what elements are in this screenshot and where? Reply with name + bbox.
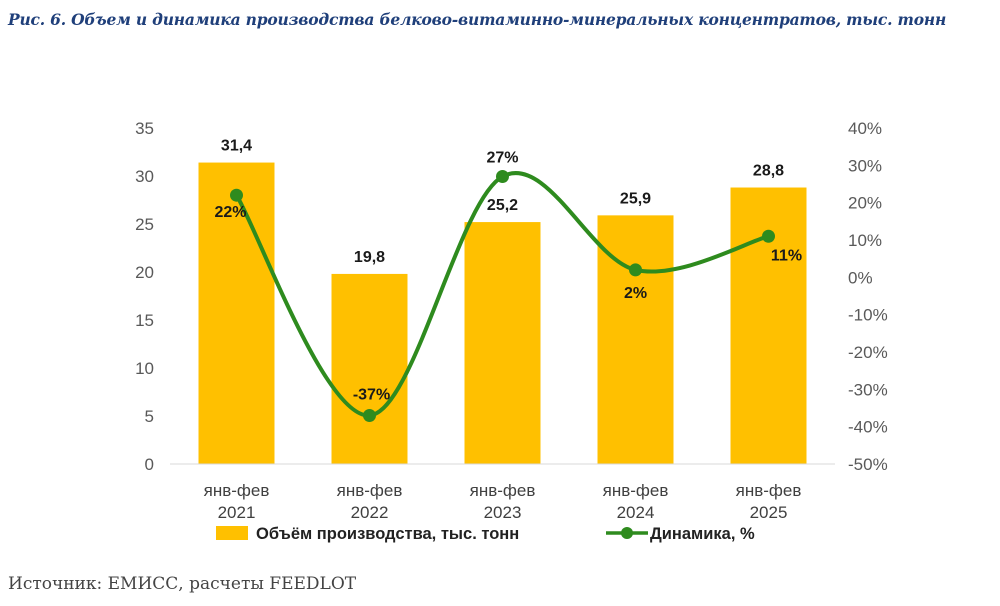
line-marker [496,170,509,184]
left-tick-label: 20 [135,263,154,282]
left-tick-label: 25 [135,215,154,234]
bar-value-label: 28,8 [753,163,784,180]
left-tick-label: 30 [135,167,154,186]
legend-bar-label: Объём производства, тыс. тонн [256,525,519,543]
line-marker [629,263,642,277]
left-tick-label: 35 [135,119,154,138]
right-tick-label: 10% [848,231,882,250]
line-marker [230,188,243,202]
category-label-line1: янв-фев [337,481,403,500]
left-tick-label: 5 [145,407,154,426]
category-label-line1: янв-фев [736,481,802,500]
line-marker [363,408,376,422]
left-tick-label: 0 [145,455,154,474]
bar-value-label: 31,4 [221,138,252,155]
line-value-label: 27% [486,150,518,167]
right-axis-ticks: -50% -40% -30% -20% -10% 0% 10% 20% 30% 40% [848,119,888,474]
category-labels: янв-фев 2021 янв-фев 2022 янв-фев 2023 янв-фев… [204,481,802,522]
legend-line-label: Динамика, % [650,525,755,543]
category-label-line1: янв-фев [603,481,669,500]
bar [464,222,541,464]
line-value-label: 11% [771,247,802,264]
bar [198,162,275,464]
right-tick-label: -30% [848,380,888,399]
right-tick-label: -20% [848,343,888,362]
bar-value-label: 19,8 [354,249,385,266]
right-tick-label: -10% [848,306,888,325]
category-label-line2: 2022 [351,503,389,522]
bar-value-label: 25,2 [487,197,518,214]
category-label-line2: 2021 [218,503,256,522]
category-label-line1: янв-фев [204,481,270,500]
right-tick-label: 40% [848,119,882,138]
line-data-labels: 22% -37% 27% 2% 11% [214,150,802,404]
dynamics-line [230,170,775,422]
line-value-label: 22% [214,204,246,221]
dynamics-line-path [234,171,771,418]
category-label-line2: 2023 [484,503,522,522]
line-value-label: -37% [353,386,390,403]
bars [198,162,807,464]
bar-value-label: 25,9 [620,190,651,207]
legend: Объём производства, тыс. тонн Динамика, … [216,525,755,543]
right-tick-label: 20% [848,194,882,213]
category-label-line2: 2024 [617,503,655,522]
bar [730,187,807,464]
right-tick-label: -50% [848,455,888,474]
legend-line-marker [621,527,633,539]
right-tick-label: 30% [848,156,882,175]
right-tick-label: -40% [848,418,888,437]
chart-title: Рис. 6. Объем и динамика производства бе… [8,10,947,29]
line-value-label: 2% [624,285,647,302]
source-note: Источник: ЕМИСС, расчеты FEEDLOT [8,574,357,594]
left-axis-ticks: 0 5 10 15 20 25 30 35 [135,119,154,474]
right-tick-label: 0% [848,268,873,287]
bar [331,273,408,464]
bar-data-labels: 31,4 19,8 25,2 25,9 28,8 [221,138,784,266]
left-tick-label: 15 [135,311,154,330]
left-tick-label: 10 [135,359,154,378]
legend-bar-swatch [216,526,248,540]
category-label-line1: янв-фев [470,481,536,500]
category-label-line2: 2025 [750,503,788,522]
line-marker [762,229,775,243]
